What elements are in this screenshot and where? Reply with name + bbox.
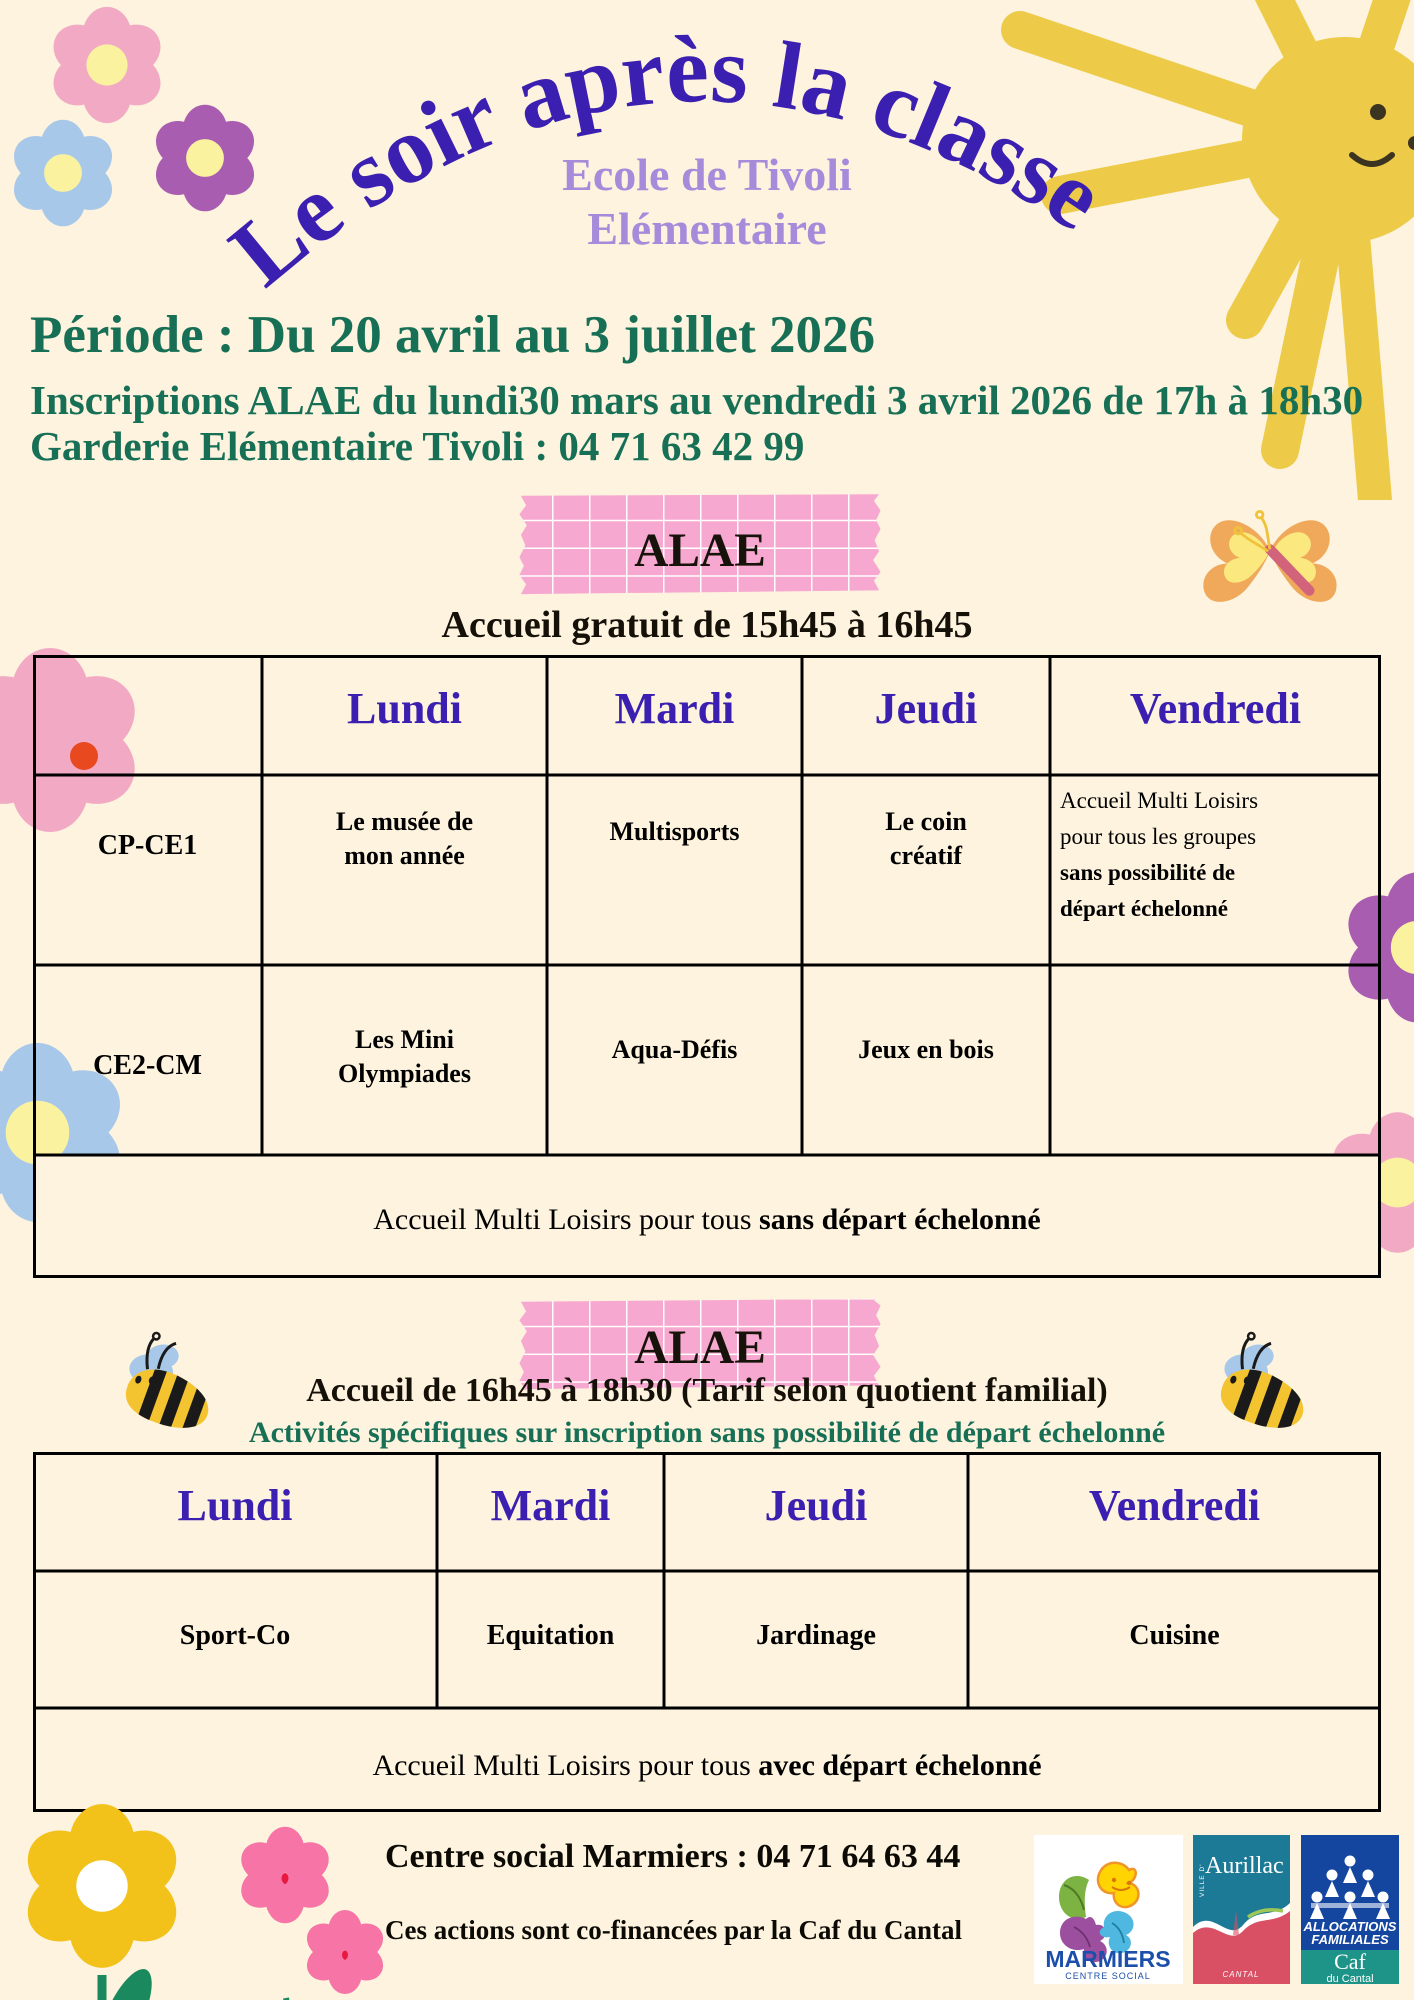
svg-text:du Cantal: du Cantal xyxy=(1326,1973,1373,1984)
svg-text:ALAE: ALAE xyxy=(634,525,766,577)
svg-text:Aurillac: Aurillac xyxy=(1205,1853,1284,1879)
svg-text:FAMILIALES: FAMILIALES xyxy=(1311,1932,1389,1947)
svg-text:VILLE D': VILLE D' xyxy=(1199,1864,1206,1897)
svg-text:MARMIERS: MARMIERS xyxy=(1045,1946,1170,1972)
svg-text:CANTAL: CANTAL xyxy=(1223,1970,1260,1979)
svg-text:ALAE: ALAE xyxy=(634,1322,766,1374)
svg-text:Caf: Caf xyxy=(1334,1949,1366,1974)
svg-text:CENTRE SOCIAL: CENTRE SOCIAL xyxy=(1065,1971,1151,1981)
